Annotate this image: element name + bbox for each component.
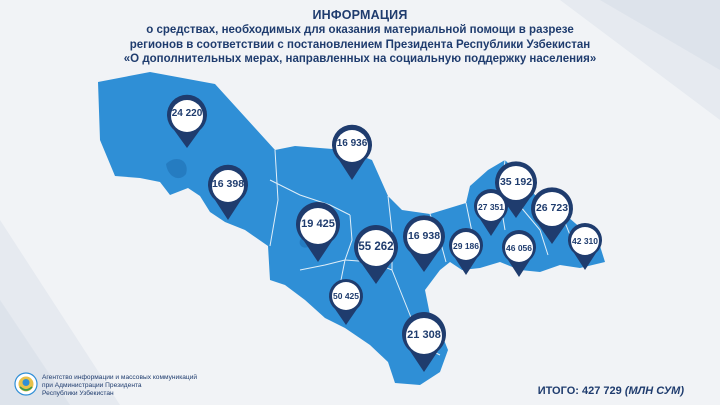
region-value: 35 192 (499, 176, 533, 188)
subtitle-line-3: «О дополнительных мерах, направленных на… (123, 53, 597, 65)
agency-name-line-3: Республики Узбекистан (42, 390, 114, 397)
region-value: 42 310 (572, 236, 598, 246)
region-value: 16 936 (336, 138, 368, 149)
region-value: 29 186 (453, 241, 479, 251)
page-header: ИНФОРМАЦИЯ о средствах, необходимых для … (0, 8, 720, 67)
region-value: 21 308 (407, 329, 441, 341)
region-value: 16 938 (407, 230, 441, 242)
total-unit: (МЛН СУМ) (624, 385, 684, 397)
region-value: 19 425 (301, 218, 335, 230)
agency-name-line-2: при Администрации Президента (42, 382, 142, 389)
total-label: ИТОГО: 427 729 (537, 385, 622, 397)
subtitle-line-1: о средствах, необходимых для оказания ма… (146, 24, 574, 36)
region-value: 24 220 (171, 108, 203, 119)
region-value: 46 056 (506, 243, 532, 253)
region-value: 16 398 (211, 178, 245, 190)
agency-name-line-1: Агентство информации и массовых коммуник… (42, 374, 198, 381)
region-value: 27 351 (478, 202, 504, 212)
agency-name: Агентство информации и массовых коммуник… (42, 374, 197, 398)
region-value: 26 723 (535, 202, 569, 214)
region-value: 55 262 (358, 241, 394, 253)
page-title: ИНФОРМАЦИЯ (312, 8, 408, 22)
region-value: 50 425 (333, 291, 359, 301)
emblem-icon (14, 372, 38, 396)
total-amount: ИТОГО: 427 729 (МЛН СУМ) (538, 385, 684, 397)
subtitle-line-2: регионов в соответствии с постановлением… (129, 38, 591, 51)
